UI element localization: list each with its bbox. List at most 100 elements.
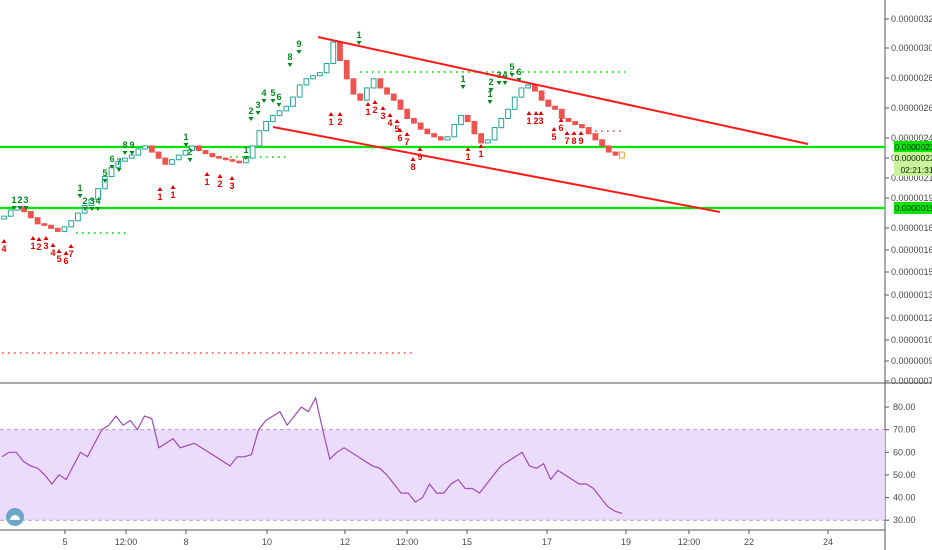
bearish-candle — [404, 108, 411, 119]
bearish-candle — [155, 151, 162, 159]
time-tick-label: 15 — [462, 537, 472, 547]
bearish-candle — [397, 99, 404, 110]
time-tick-label: 10 — [262, 537, 272, 547]
td-buy-count: 3 — [496, 70, 501, 80]
td-buy-count: 3 — [255, 100, 260, 110]
td-buy-count: 6 — [276, 92, 281, 102]
bearish-candle — [34, 217, 41, 225]
td-buy-count: 4 — [261, 88, 266, 98]
bearish-candle — [236, 160, 243, 164]
td-sell-count: 1 — [30, 241, 35, 251]
td-sell-count: 1 — [465, 152, 470, 162]
td-buy-count: 1 — [11, 195, 16, 205]
td-sell-count: 7 — [404, 137, 409, 147]
td-buy-count: 5 — [270, 88, 275, 98]
bearish-candle — [54, 227, 61, 232]
candles[interactable] — [1, 41, 625, 233]
red-arrow-icon — [170, 185, 176, 189]
red-arrow-icon — [1, 239, 7, 243]
td-sell-count: 5 — [394, 124, 399, 134]
red-arrow-icon — [328, 112, 334, 116]
bullish-candle — [7, 209, 14, 217]
time-tick-label: 12:00 — [396, 537, 419, 547]
bullish-candle — [525, 84, 532, 89]
bearish-candle — [48, 224, 54, 229]
green-arrow-icon — [243, 156, 249, 160]
bearish-candle — [216, 156, 222, 159]
green-arrow-icon — [82, 207, 88, 211]
chart-logo-icon[interactable] — [6, 508, 24, 526]
trend-channel[interactable] — [272, 36, 809, 213]
red-arrow-icon — [365, 102, 371, 106]
rsi-tick-label: 80.00 — [893, 402, 916, 412]
td-sell-count: 3 — [43, 241, 48, 251]
green-arrow-icon — [23, 206, 29, 210]
td-sell-count: 4 — [1, 244, 6, 254]
bearish-candle — [471, 121, 478, 135]
bearish-candle — [585, 127, 592, 135]
bullish-candle — [296, 84, 303, 98]
green-arrow-icon — [487, 100, 493, 104]
bullish-candle — [95, 188, 101, 200]
td-sell-count: 1 — [478, 149, 483, 159]
bullish-candle — [518, 87, 525, 98]
green-arrow-icon — [287, 63, 293, 67]
bullish-candle — [370, 78, 377, 89]
bearish-candle — [162, 157, 169, 165]
bearish-candle — [384, 87, 390, 95]
red-arrow-icon — [372, 100, 378, 104]
red-arrow-icon — [30, 236, 36, 240]
channel-lower-line — [272, 126, 721, 213]
td-sell-count: 3 — [538, 116, 543, 126]
bullish-candle — [1, 215, 7, 220]
time-axis[interactable]: 5 12:00 8 10 12 12:00 15 17 19 12:00 22 24 — [62, 530, 833, 547]
bullish-candle — [61, 226, 68, 232]
red-arrow-icon — [387, 113, 393, 117]
price-badge-label: 02:21:31 — [900, 165, 932, 175]
bullish-candle — [175, 154, 182, 161]
red-arrow-icon — [578, 131, 584, 135]
price-tick-label: 0.00000105 — [891, 335, 932, 345]
red-arrow-icon — [410, 157, 416, 161]
time-tick-label: 12:00 — [678, 537, 701, 547]
red-arrow-icon — [43, 236, 49, 240]
red-arrow-icon — [478, 144, 484, 148]
rsi-pane[interactable] — [0, 396, 885, 521]
td-sell-count: 3 — [380, 111, 385, 121]
td-buy-count: 2 — [248, 106, 253, 116]
green-arrow-icon — [77, 194, 83, 198]
td-sell-count: 8 — [571, 136, 576, 146]
red-arrow-icon — [397, 128, 403, 132]
bearish-candle — [464, 114, 471, 123]
time-tick-label: 24 — [823, 537, 833, 547]
red-arrow-icon — [68, 244, 74, 248]
time-tick-label: 17 — [542, 537, 552, 547]
green-arrow-icon — [296, 50, 302, 54]
bearish-candle — [377, 78, 384, 89]
time-tick-label: 22 — [744, 537, 754, 547]
red-arrow-icon — [558, 118, 564, 122]
td-sell-count: 5 — [56, 254, 61, 264]
green-arrow-icon — [261, 99, 267, 103]
bullish-candle — [269, 114, 276, 123]
td-buy-count: 9 — [296, 39, 301, 49]
red-arrow-icon — [157, 187, 163, 191]
bearish-candle — [41, 223, 48, 226]
rsi-tick-label: 40.00 — [893, 493, 916, 503]
green-arrow-icon — [460, 85, 466, 89]
bearish-candle — [599, 139, 605, 147]
td-buy-count: 5 — [102, 168, 107, 178]
bearish-candle — [558, 108, 565, 119]
td-sell-count: 1 — [365, 107, 370, 117]
red-arrow-icon — [538, 111, 544, 115]
td-sell-count: 4 — [50, 248, 55, 258]
td-sell-count: 4 — [387, 118, 392, 128]
